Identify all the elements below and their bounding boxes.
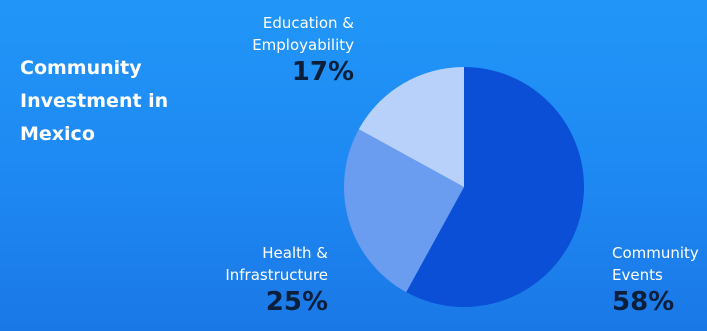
slice-label-line: Infrastructure — [225, 264, 328, 286]
label-education-employability: Education & Employability 17% — [252, 12, 354, 88]
slice-percent: 25% — [225, 286, 328, 318]
slice-percent: 58% — [612, 286, 699, 318]
label-community-events: Community Events 58% — [612, 242, 699, 318]
slice-label-line: Events — [612, 264, 699, 286]
slice-percent: 17% — [252, 56, 354, 88]
slice-label-line: Employability — [252, 34, 354, 56]
slice-label-line: Education & — [252, 12, 354, 34]
label-health-infrastructure: Health & Infrastructure 25% — [225, 242, 328, 318]
slice-label-line: Health & — [225, 242, 328, 264]
slice-label-line: Community — [612, 242, 699, 264]
